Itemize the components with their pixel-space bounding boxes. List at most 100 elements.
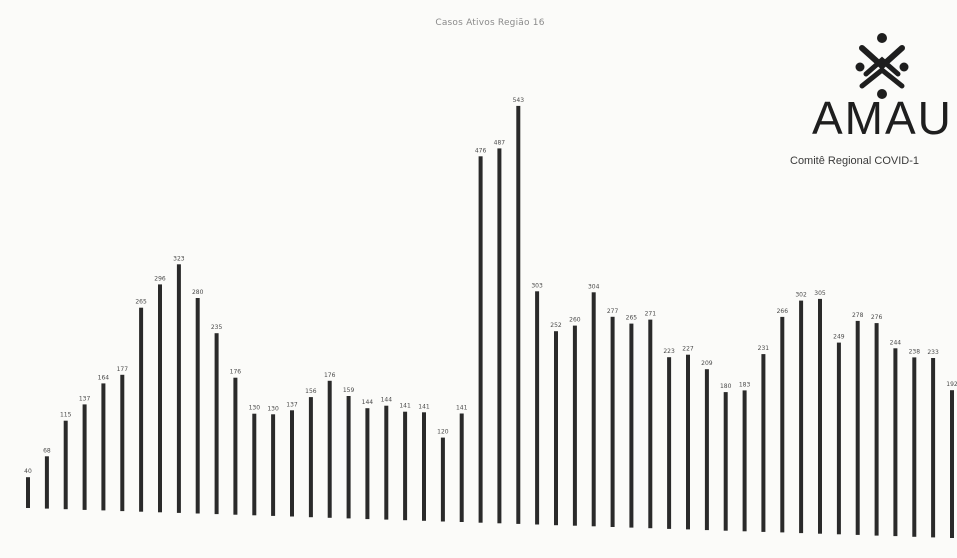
bar	[893, 348, 898, 537]
bar	[704, 369, 709, 531]
bar-label: 137	[79, 395, 91, 402]
bar	[459, 413, 464, 522]
bar-label: 244	[890, 339, 902, 346]
bar-label: 266	[777, 308, 789, 315]
bar-label: 543	[513, 97, 525, 104]
bar	[26, 477, 30, 508]
bar-label: 130	[267, 405, 279, 412]
bar	[44, 456, 49, 509]
bar-label: 302	[795, 292, 807, 299]
amau-logo-icon	[855, 33, 909, 99]
bar	[195, 298, 200, 514]
bar	[686, 354, 690, 530]
logo-wordmark: AMAU	[812, 92, 953, 144]
bar-label: 183	[739, 381, 751, 388]
bar	[554, 331, 558, 526]
bar-label: 233	[927, 349, 939, 356]
bar-label: 223	[663, 348, 675, 355]
bar-label: 271	[645, 311, 657, 318]
bar	[818, 298, 822, 534]
bar	[365, 408, 370, 520]
bar	[629, 323, 634, 528]
bar-label: 144	[381, 397, 393, 404]
bar-label: 176	[230, 369, 242, 376]
bar	[799, 300, 804, 534]
bar-label: 164	[98, 374, 110, 381]
bar-label: 276	[871, 314, 883, 321]
bar	[610, 316, 615, 527]
bar	[308, 397, 313, 518]
bar	[931, 358, 936, 538]
bar	[855, 320, 860, 535]
bar-label: 115	[60, 412, 72, 419]
bar-label: 40	[24, 468, 32, 475]
bar	[214, 333, 219, 515]
bar-label: 303	[531, 282, 543, 289]
bar	[82, 404, 87, 510]
bar	[440, 437, 445, 522]
bar	[572, 325, 577, 526]
bar	[384, 405, 389, 520]
bar	[252, 413, 257, 516]
bar-label: 141	[418, 403, 430, 410]
bar	[723, 392, 728, 531]
bar	[761, 354, 766, 532]
bar-label: 304	[588, 283, 600, 290]
bar	[497, 148, 502, 524]
bar	[742, 390, 747, 532]
bar-label: 227	[682, 346, 694, 353]
bar	[403, 411, 408, 521]
bar-label: 231	[758, 345, 770, 352]
bar-label: 305	[814, 290, 826, 297]
bar-label: 277	[607, 308, 619, 315]
bar-label: 120	[437, 429, 449, 436]
bar	[233, 377, 238, 515]
bar	[290, 410, 294, 517]
bar	[346, 396, 351, 519]
bar-label: 130	[249, 405, 261, 412]
bar	[535, 291, 540, 525]
chart-title: Casos Ativos Região 16	[435, 18, 545, 28]
bar-label: 159	[343, 387, 355, 394]
bar	[874, 323, 879, 536]
bar-label: 265	[135, 299, 147, 306]
bar	[836, 342, 841, 535]
bar-label: 177	[117, 366, 129, 373]
bar-label: 280	[192, 289, 204, 296]
bar-label: 476	[475, 147, 487, 154]
bar	[912, 357, 917, 537]
logo-subtitle: Comitê Regional COVID-1	[790, 155, 919, 167]
bar-label: 487	[494, 139, 506, 146]
bar-label: 278	[852, 312, 864, 319]
bar	[478, 156, 483, 523]
bar-label: 180	[720, 383, 732, 390]
bar	[176, 264, 181, 513]
bar-label: 137	[286, 401, 298, 408]
bar	[101, 383, 106, 511]
bar-label: 265	[626, 315, 638, 322]
bar	[648, 319, 653, 529]
bar	[422, 412, 426, 521]
bar	[63, 420, 68, 510]
bar-label: 323	[173, 255, 185, 262]
bar-label: 192	[946, 381, 957, 388]
bar-label: 141	[456, 405, 468, 412]
bar-label: 238	[909, 348, 921, 355]
bar	[327, 380, 332, 518]
bar	[591, 292, 596, 527]
bar	[120, 374, 125, 512]
bar-label: 260	[569, 317, 581, 324]
bar	[271, 414, 276, 516]
bar-label: 156	[305, 388, 317, 395]
bar-label: 235	[211, 324, 223, 331]
bar	[139, 307, 144, 512]
bar-label: 252	[550, 322, 562, 329]
bar-label: 209	[701, 360, 713, 367]
bar-label: 141	[399, 403, 411, 410]
bar	[950, 390, 954, 538]
bar-label: 144	[362, 399, 374, 406]
bar-label: 68	[43, 447, 51, 454]
bar	[516, 105, 521, 524]
